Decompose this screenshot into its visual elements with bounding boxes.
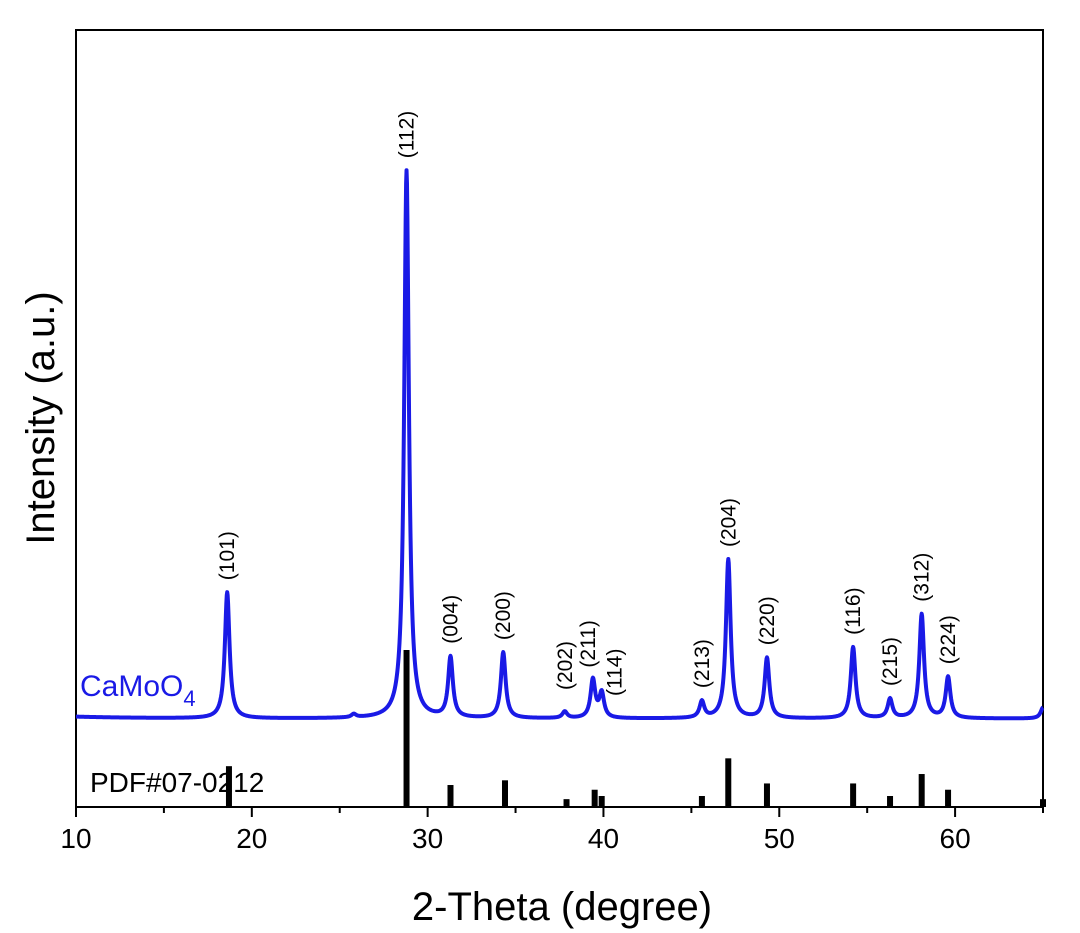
peak-label: (213)	[691, 639, 714, 688]
x-tick-label: 20	[236, 823, 267, 854]
reference-line	[725, 758, 732, 807]
reference-line	[501, 780, 508, 807]
x-axis-ticks: 10 20 30 40 50 60	[60, 807, 1044, 854]
reference-line	[918, 774, 925, 807]
reference-line	[945, 789, 952, 807]
x-axis-title: 2-Theta (degree)	[412, 885, 712, 929]
series-line-camoo4	[74, 168, 1045, 721]
peak-label: (004)	[440, 595, 463, 644]
peak-label: (215)	[879, 637, 902, 686]
peak-labels: (101) (112) (004) (200) (202) (211)(114) (213)…	[216, 111, 960, 696]
peak-label: (112)	[396, 111, 419, 158]
peak-label: (202)	[554, 641, 577, 690]
plot-frame	[75, 29, 1044, 808]
x-tick-label: 60	[940, 823, 971, 854]
peak-label: (204)	[717, 498, 740, 547]
plot-area-border	[75, 29, 1044, 808]
reference-line	[403, 650, 410, 807]
reference-line	[850, 783, 857, 807]
sample-pattern	[74, 168, 1045, 721]
x-tick-label: 30	[412, 823, 443, 854]
x-tick-label: 50	[764, 823, 795, 854]
reference-line	[763, 783, 770, 807]
y-axis-title: Intensity (a.u.)	[19, 291, 63, 544]
peak-label: (312)	[911, 553, 934, 602]
reference-line	[598, 796, 605, 807]
peak-label: (224)	[937, 615, 960, 664]
reference-label: PDF#07-0212	[90, 767, 264, 798]
reference-line	[887, 796, 894, 807]
reference-pattern	[225, 650, 1046, 807]
reference-line	[591, 789, 598, 807]
peak-label: (101)	[216, 531, 239, 580]
x-tick-label: 10	[60, 823, 91, 854]
reference-line	[563, 799, 570, 807]
peak-label: (114)	[604, 649, 627, 696]
peak-label: (211)	[577, 620, 600, 667]
peak-label: (220)	[756, 596, 779, 645]
peak-label: (200)	[492, 591, 515, 640]
reference-line	[698, 796, 705, 807]
reference-line	[225, 766, 232, 807]
series-label: CaMoO4	[80, 670, 196, 711]
x-tick-label: 40	[588, 823, 619, 854]
peak-label: (116)	[842, 587, 865, 634]
reference-line	[447, 785, 454, 807]
reference-line	[1040, 799, 1046, 807]
